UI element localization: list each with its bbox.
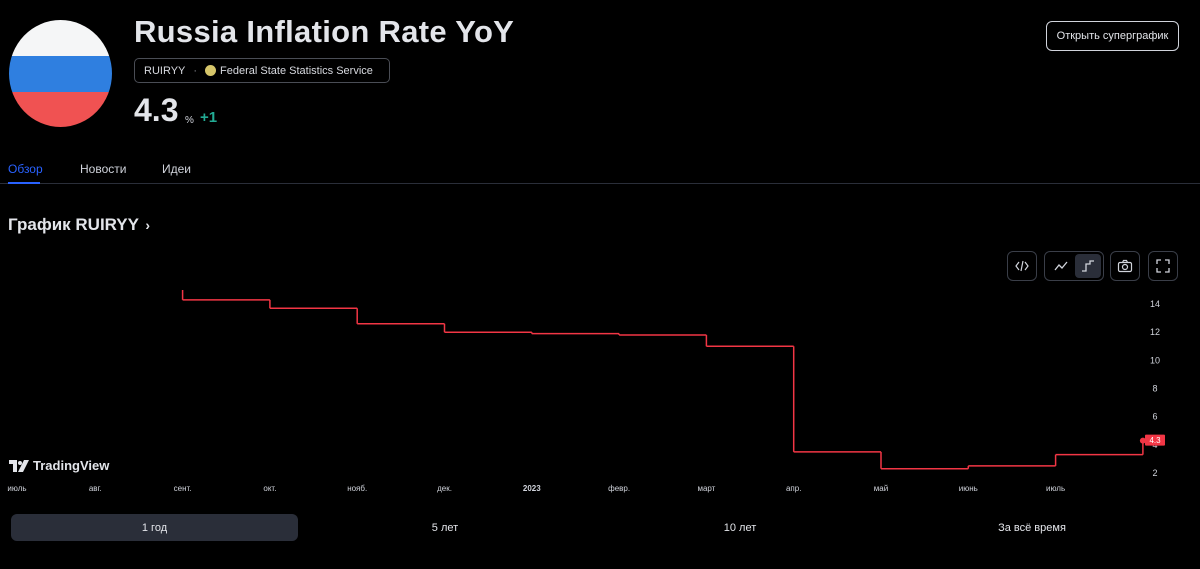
russia-flag-icon [9,20,112,127]
tab-ideas[interactable]: Идеи [162,162,192,176]
x-tick-label: февр. [608,484,630,493]
embed-button[interactable] [1007,251,1037,281]
page-title: Russia Inflation Rate YoY [134,14,515,49]
range-1-year-button[interactable]: 1 год [11,514,298,541]
x-tick-label: дек. [437,484,452,493]
y-tick-label: 2 [1152,468,1157,478]
chart-heading-label: График RUIRYY [8,215,139,234]
y-tick-label: 6 [1152,412,1157,422]
symbol-badge[interactable]: RUIRYY · Federal State Statistics Servic… [134,58,390,83]
last-value-label-bg [1145,434,1165,446]
chevron-right-icon: › [145,217,151,233]
x-tick-label: 2023 [523,484,541,493]
tradingview-logo-icon [9,459,29,472]
active-tab-indicator [8,182,40,184]
last-point-marker [1139,437,1146,444]
value-change: +1 [200,109,218,126]
tab-news[interactable]: Новости [80,162,127,176]
y-tick-label: 10 [1150,355,1160,365]
x-tick-label: нояб. [347,484,367,493]
y-axis: 2468101214 [1150,299,1160,478]
x-tick-label: март [697,484,715,493]
snapshot-button[interactable] [1110,251,1140,281]
line-chart-icon [1054,261,1068,271]
step-line-chart-icon [1082,260,1094,272]
fullscreen-button[interactable] [1148,251,1178,281]
source-label: Federal State Statistics Service [220,64,373,77]
source-icon [205,65,217,76]
current-value: 4.3 [134,92,179,128]
last-value-label: 4.3 [1149,436,1161,445]
y-tick-label: 12 [1150,327,1160,337]
range-10-years-button[interactable]: 10 лет [595,514,885,541]
step-line-chart-button[interactable] [1075,254,1101,278]
x-tick-label: июнь [959,484,978,493]
x-tick-label: май [874,484,888,493]
fullscreen-icon [1156,259,1170,273]
tab-bar: Обзор Новости Идеи [0,156,1200,184]
series-layer: 4.3 [181,290,1165,470]
x-tick-label: июль [1046,484,1065,493]
line-chart-button[interactable] [1048,254,1074,278]
range-all-time-button[interactable]: За всё время [887,514,1177,541]
inflation-chart[interactable]: 2468101214 июльавг.сент.окт.нояб.дек.202… [0,290,1200,500]
separator-dot: · [193,64,198,77]
symbol-label: RUIRYY [144,64,186,77]
embed-icon [1015,260,1029,272]
value-unit: % [185,115,194,126]
tradingview-logo[interactable]: TradingView [9,458,109,473]
tradingview-brand: TradingView [33,458,110,473]
range-5-years-button[interactable]: 5 лет [300,514,590,541]
y-tick-label: 8 [1152,384,1157,394]
x-tick-label: сент. [174,484,192,493]
open-supergraph-button[interactable]: Открыть суперграфик [1046,21,1179,51]
tab-overview[interactable]: Обзор [8,162,43,176]
chart-style-toggle [1044,251,1104,281]
chart-heading[interactable]: График RUIRYY › [8,215,150,235]
x-tick-label: апр. [786,484,801,493]
x-tick-label: авг. [89,484,102,493]
camera-icon [1117,259,1133,273]
y-tick-label: 14 [1150,299,1160,309]
x-tick-label: июль [7,484,26,493]
x-tick-label: окт. [263,484,276,493]
x-axis: июль авг. сент. окт. нояб. дек. 2023 февр. март а… [7,484,1065,493]
